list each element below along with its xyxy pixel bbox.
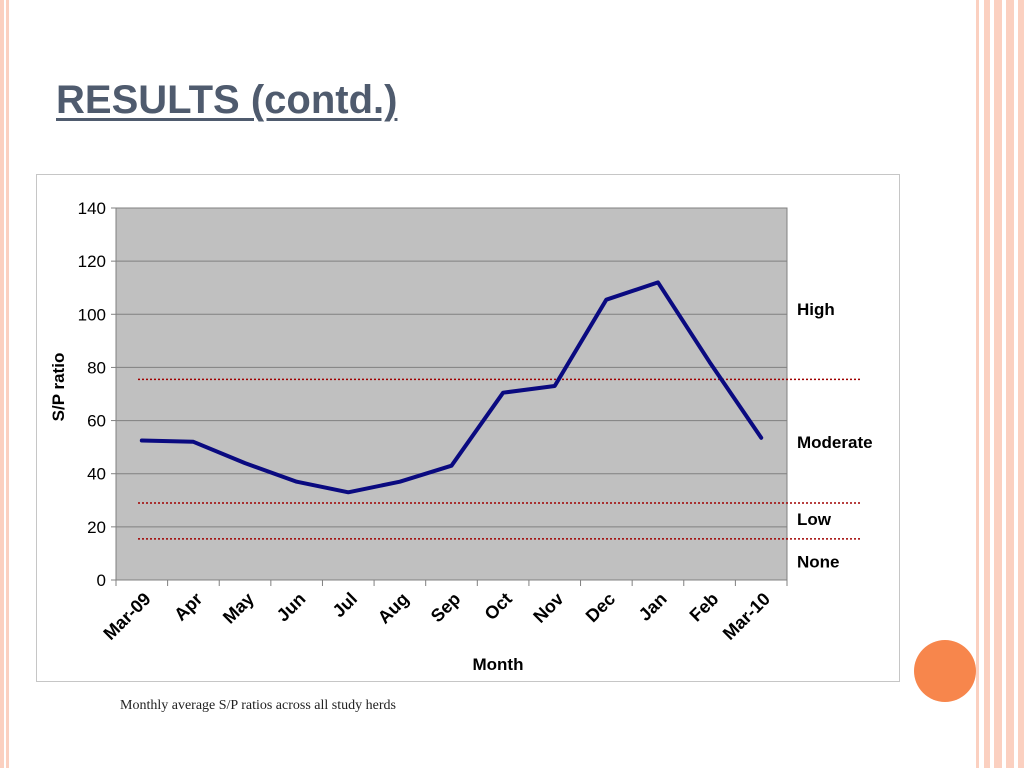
plot-area: [115, 207, 788, 581]
x-tick-label: Feb: [686, 589, 723, 626]
line-chart: 0 20 40 60 80 100 120 140 Mar-09 Apr May Jun Jul Aug…: [49, 199, 873, 674]
series-line: [139, 280, 764, 495]
series-group: [139, 280, 764, 495]
y-tick-label: 60: [87, 412, 106, 431]
y-tick-label: 0: [97, 571, 106, 590]
x-tick-label: Jan: [635, 589, 671, 625]
x-tick-label: Nov: [529, 589, 567, 627]
x-tick-label: Apr: [170, 589, 206, 625]
y-tick-label: 20: [87, 518, 106, 537]
x-tick-label: Oct: [481, 589, 516, 624]
y-axis-label: S/P ratio: [49, 353, 68, 422]
y-tick-label: 40: [87, 465, 106, 484]
x-tick-label: Aug: [374, 589, 413, 628]
chart-container: 0 20 40 60 80 100 120 140 Mar-09 Apr May Jun Jul Aug…: [36, 174, 900, 682]
left-border: [0, 0, 10, 768]
y-tick-label: 140: [78, 199, 106, 218]
y-tick-label: 100: [78, 305, 106, 324]
band-label: Moderate: [797, 433, 873, 452]
band-label: High: [797, 300, 835, 319]
band-label: None: [797, 552, 840, 571]
slide-title: RESULTS (contd.): [56, 78, 398, 122]
x-tick-label: Mar-09: [99, 589, 154, 644]
gridlines: [116, 207, 787, 528]
x-tick-label: Mar-10: [719, 589, 774, 644]
band-labels: High Moderate Low None: [797, 300, 873, 571]
x-tick-label: May: [219, 589, 258, 628]
threshold-lines: [138, 378, 860, 540]
right-decorative-stripes: [976, 0, 1024, 768]
decorative-orange-circle: [914, 640, 976, 702]
x-tick-label: Jun: [273, 589, 310, 626]
y-tick-label: 120: [78, 252, 106, 271]
x-tick-label: Dec: [582, 589, 619, 626]
x-tick-label: Sep: [427, 589, 464, 626]
x-axis-label: Month: [473, 655, 524, 674]
x-axis-ticks: Mar-09 Apr May Jun Jul Aug Sep Oct Nov Dec Jan FebM…: [99, 580, 788, 644]
band-label: Low: [797, 510, 832, 529]
chart-caption: Monthly average S/P ratios across all st…: [120, 698, 396, 713]
y-tick-label: 80: [87, 358, 106, 377]
y-axis-ticks: 0 20 40 60 80 100 120 140: [78, 199, 116, 590]
x-tick-label: Jul: [329, 589, 362, 622]
